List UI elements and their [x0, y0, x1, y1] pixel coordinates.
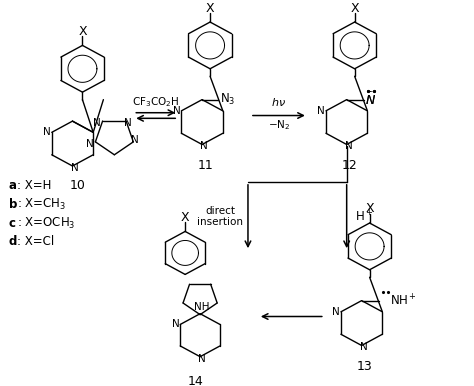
Text: N: N	[200, 141, 208, 151]
Text: X: X	[365, 203, 374, 215]
Text: N: N	[172, 320, 179, 329]
Text: X: X	[350, 2, 359, 15]
Text: N: N	[345, 141, 353, 151]
Text: 11: 11	[197, 159, 213, 171]
Text: N: N	[71, 163, 78, 173]
Text: X: X	[181, 211, 190, 224]
Text: N: N	[124, 118, 132, 128]
Text: N: N	[317, 106, 325, 116]
Text: X: X	[206, 2, 214, 15]
Text: $h\nu$: $h\nu$	[272, 96, 286, 108]
Text: direct
insertion: direct insertion	[197, 206, 243, 227]
Text: NH$^+$: NH$^+$	[390, 293, 417, 308]
Text: $\ddot{N}$: $\ddot{N}$	[365, 91, 376, 108]
Text: c: c	[9, 217, 16, 230]
Text: N: N	[131, 135, 139, 145]
Text: 12: 12	[342, 159, 357, 171]
Text: : X=H: : X=H	[17, 179, 51, 192]
Text: X: X	[78, 25, 87, 38]
Text: N: N	[43, 127, 51, 137]
Text: $-$N$_2$: $-$N$_2$	[268, 118, 290, 132]
Text: d: d	[9, 235, 17, 248]
Text: a: a	[9, 179, 17, 192]
Text: N: N	[86, 139, 93, 149]
Text: N$_3$: N$_3$	[220, 92, 236, 107]
Text: N: N	[173, 106, 181, 116]
Text: : X=OCH$_3$: : X=OCH$_3$	[17, 215, 75, 230]
Text: H$^+$: H$^+$	[356, 209, 374, 224]
Text: : X=CH$_3$: : X=CH$_3$	[17, 197, 66, 212]
Text: : X=Cl: : X=Cl	[17, 235, 54, 248]
Text: N: N	[93, 118, 100, 128]
Text: 13: 13	[357, 359, 373, 372]
Text: 14: 14	[187, 376, 203, 386]
Text: NH: NH	[194, 302, 210, 312]
Text: CF$_3$CO$_2$H: CF$_3$CO$_2$H	[132, 95, 180, 109]
Text: N: N	[360, 342, 367, 352]
Text: $\.{N}$: $\.{N}$	[365, 91, 376, 108]
Text: N: N	[332, 307, 340, 317]
Text: N: N	[198, 354, 206, 364]
Text: 10: 10	[70, 179, 85, 192]
Text: b: b	[9, 198, 17, 211]
